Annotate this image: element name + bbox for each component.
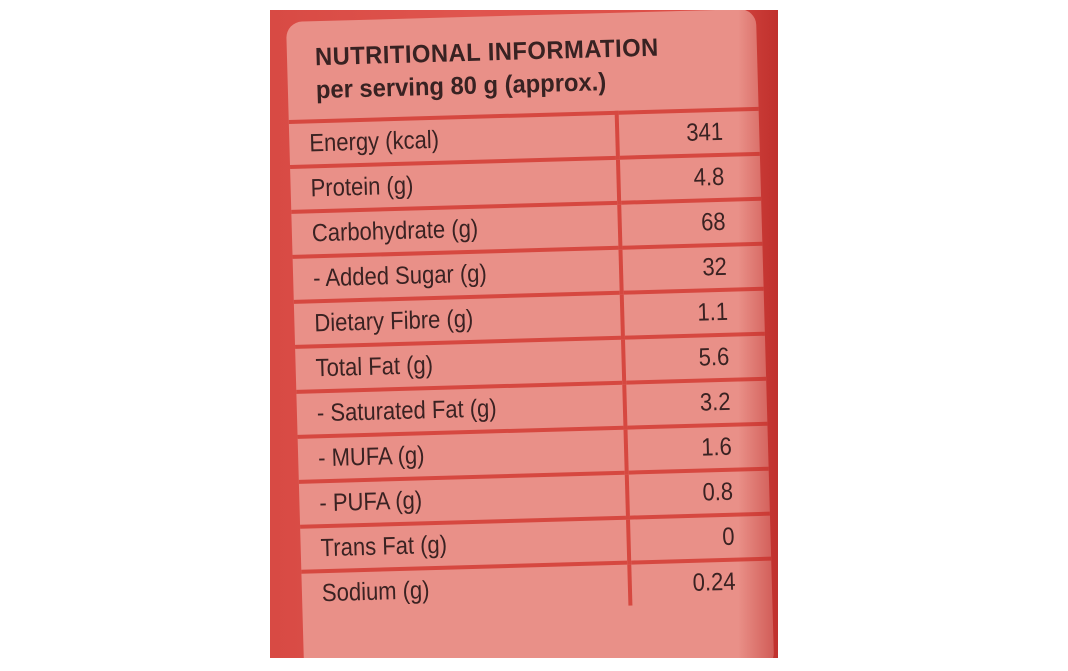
nutrient-value: 4.8: [617, 153, 762, 203]
nutrient-value: 0.24: [629, 558, 773, 606]
nutrient-value: 3.2: [624, 378, 768, 428]
nutrient-name: Sodium (g): [301, 562, 631, 615]
nutrition-header: NUTRITIONAL INFORMATION per serving 80 g…: [286, 10, 759, 120]
nutrient-value: 32: [620, 243, 764, 293]
nutrient-value: 0.8: [626, 468, 770, 518]
nutrition-table: Energy (kcal) 341 Protein (g) 4.8 Carboh…: [288, 107, 773, 615]
nutrient-value: 68: [619, 198, 763, 248]
nutrient-value: 341: [616, 108, 760, 158]
nutrient-value: 5.6: [622, 333, 767, 383]
nutrient-value: 1.6: [625, 423, 769, 473]
serving-size: per serving 80 g (approx.): [315, 68, 607, 105]
nutrition-label-panel: NUTRITIONAL INFORMATION per serving 80 g…: [286, 10, 775, 658]
product-photo: NUTRITIONAL INFORMATION per serving 80 g…: [270, 10, 778, 658]
nutrient-value: 1.1: [621, 288, 765, 338]
nutrient-value: 0: [627, 513, 772, 563]
